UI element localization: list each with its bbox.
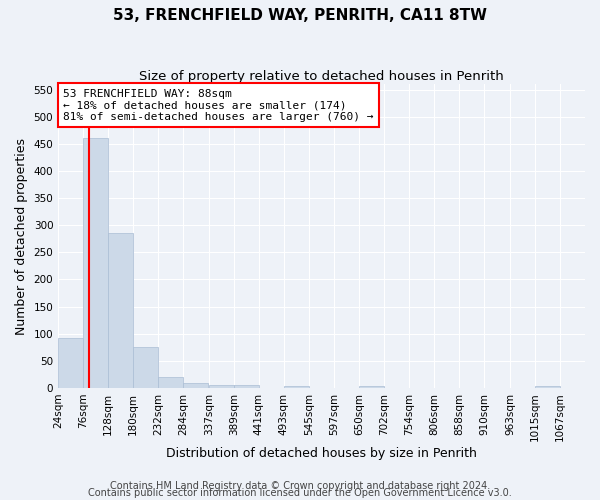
Bar [535,386,560,388]
Bar [359,386,385,388]
Bar [284,386,309,388]
Bar [183,383,208,388]
Bar [158,376,183,388]
Bar [133,346,158,388]
Text: Contains public sector information licensed under the Open Government Licence v3: Contains public sector information licen… [88,488,512,498]
X-axis label: Distribution of detached houses by size in Penrith: Distribution of detached houses by size … [166,447,477,460]
Title: Size of property relative to detached houses in Penrith: Size of property relative to detached ho… [139,70,504,83]
Bar [108,233,133,388]
Y-axis label: Number of detached properties: Number of detached properties [15,138,28,334]
Text: 53 FRENCHFIELD WAY: 88sqm
← 18% of detached houses are smaller (174)
81% of semi: 53 FRENCHFIELD WAY: 88sqm ← 18% of detac… [64,88,374,122]
Text: Contains HM Land Registry data © Crown copyright and database right 2024.: Contains HM Land Registry data © Crown c… [110,481,490,491]
Text: 53, FRENCHFIELD WAY, PENRITH, CA11 8TW: 53, FRENCHFIELD WAY, PENRITH, CA11 8TW [113,8,487,22]
Bar [234,385,259,388]
Bar [58,338,83,388]
Bar [209,384,234,388]
Bar [83,138,108,388]
